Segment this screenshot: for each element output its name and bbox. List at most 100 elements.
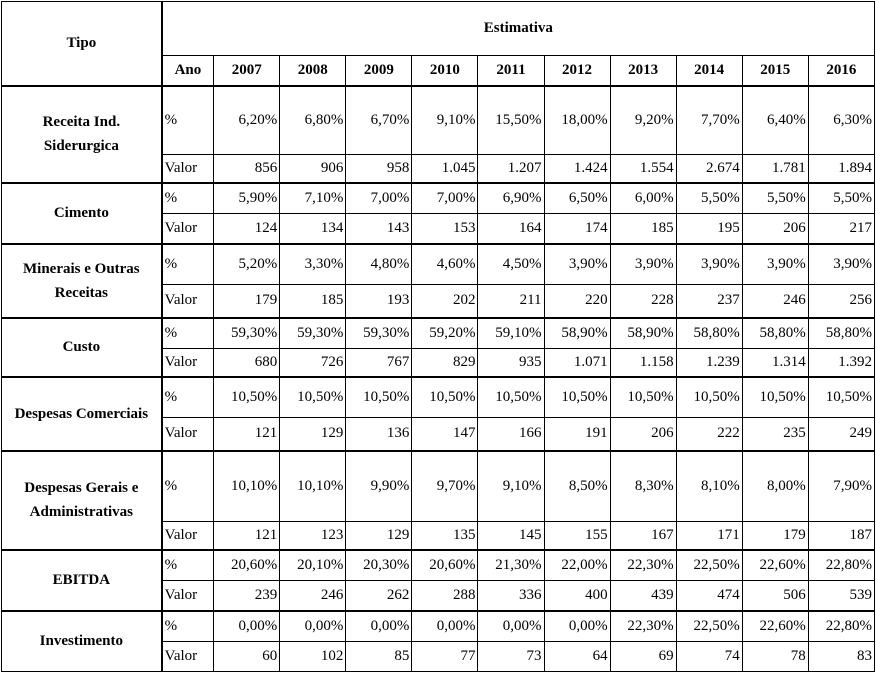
value-cell: 249 — [807, 417, 876, 451]
value-cell: 906 — [279, 154, 347, 183]
value-cell: 474 — [675, 580, 743, 611]
value-cell: 5,50% — [807, 181, 876, 214]
unit-label: Valor — [161, 580, 215, 611]
value-cell: 145 — [477, 521, 545, 550]
year-header: 2009 — [345, 55, 413, 87]
value-cell: 680 — [213, 348, 281, 377]
value-cell: 179 — [213, 284, 281, 318]
unit-label: % — [161, 609, 215, 642]
value-cell: 0,00% — [477, 609, 545, 642]
value-cell: 83 — [807, 641, 876, 672]
value-cell: 102 — [279, 641, 347, 672]
value-cell: 129 — [345, 521, 413, 550]
value-cell: 20,10% — [279, 548, 347, 581]
value-cell: 193 — [345, 284, 413, 318]
year-header: 2015 — [741, 55, 809, 87]
value-cell: 185 — [279, 284, 347, 318]
year-header: 2012 — [543, 55, 611, 87]
value-cell: 59,30% — [279, 316, 347, 349]
value-cell: 179 — [741, 521, 809, 550]
unit-label: Valor — [161, 417, 215, 451]
value-cell: 0,00% — [279, 609, 347, 642]
value-cell: 64 — [543, 641, 611, 672]
value-cell: 60 — [213, 641, 281, 672]
value-cell: 10,50% — [741, 375, 809, 418]
value-cell: 5,50% — [675, 181, 743, 214]
value-cell: 3,30% — [279, 242, 347, 285]
value-cell: 9,90% — [345, 449, 413, 522]
value-cell: 5,50% — [741, 181, 809, 214]
value-cell: 0,00% — [411, 609, 479, 642]
value-cell: 195 — [675, 213, 743, 244]
value-cell: 20,60% — [213, 548, 281, 581]
value-cell: 726 — [279, 348, 347, 377]
value-cell: 9,70% — [411, 449, 479, 522]
data-row: Valor 121 129 136 147 166 191 206 222 235 249 — [2, 417, 876, 451]
year-header: 2007 — [213, 55, 281, 87]
value-cell: 539 — [807, 580, 876, 611]
value-cell: 237 — [675, 284, 743, 318]
data-row: Investimento% 0,00% 0,00% 0,00% 0,00% 0,00% 0,… — [0, 609, 876, 672]
value-cell: 74 — [675, 641, 743, 672]
unit-label: Valor — [161, 284, 215, 318]
value-cell: 1.781 — [741, 154, 809, 183]
value-cell: 6,00% — [609, 181, 677, 214]
data-row: Valor 179 185 193 202 211 220 228 237 246 256 — [2, 284, 876, 318]
year-header: 2011 — [477, 55, 545, 87]
data-row: Despesas Comerciais% 10,50% 10,50% 10,50% 10… — [0, 375, 876, 451]
unit-label: % — [161, 449, 215, 522]
value-cell: 147 — [411, 417, 479, 451]
value-cell: 10,50% — [543, 375, 611, 418]
value-cell: 6,40% — [741, 84, 809, 155]
value-cell: 3,90% — [675, 242, 743, 285]
value-cell: 220 — [543, 284, 611, 318]
unit-label: % — [161, 548, 215, 581]
value-cell: 59,30% — [213, 316, 281, 349]
data-row: Cimento% 5,90% 7,10% 7,00% 7,00% 6,90% 6,50% 6,… — [0, 181, 876, 244]
value-cell: 246 — [279, 580, 347, 611]
header-row: Tipo Estimativa — [0, 1, 875, 86]
value-cell: 0,00% — [345, 609, 413, 642]
value-cell: 10,50% — [609, 375, 677, 418]
value-cell: 21,30% — [477, 548, 545, 581]
value-cell: 7,10% — [279, 181, 347, 214]
group-label: Receita Ind. Siderurgica — [0, 84, 163, 183]
value-cell: 7,00% — [411, 181, 479, 214]
value-cell: 202 — [411, 284, 479, 318]
value-cell: 3,90% — [807, 242, 876, 285]
data-row: Valor 60 102 85 77 73 64 69 74 78 83 — [2, 641, 876, 672]
unit-label: % — [161, 242, 215, 285]
value-cell: 22,50% — [675, 548, 743, 581]
value-cell: 58,80% — [807, 316, 876, 349]
tipo-header: Tipo — [0, 1, 163, 86]
group-label: Custo — [0, 316, 163, 377]
value-cell: 10,50% — [675, 375, 743, 418]
value-cell: 22,50% — [675, 609, 743, 642]
value-cell: 58,90% — [609, 316, 677, 349]
value-cell: 10,50% — [411, 375, 479, 418]
value-cell: 135 — [411, 521, 479, 550]
value-cell: 5,20% — [213, 242, 281, 285]
value-cell: 166 — [477, 417, 545, 451]
data-row: Receita Ind. Siderurgica% 6,20% 6,80% 6,70%… — [0, 84, 876, 183]
unit-label: Valor — [161, 521, 215, 550]
value-cell: 58,80% — [741, 316, 809, 349]
value-cell: 187 — [807, 521, 876, 550]
table-body: Receita Ind. Siderurgica% 6,20% 6,80% 6,70%… — [0, 84, 876, 672]
value-cell: 856 — [213, 154, 281, 183]
year-header: 2014 — [675, 55, 743, 87]
value-cell: 78 — [741, 641, 809, 672]
value-cell: 246 — [741, 284, 809, 318]
value-cell: 185 — [609, 213, 677, 244]
value-cell: 15,50% — [477, 84, 545, 155]
year-header: 2008 — [279, 55, 347, 87]
value-cell: 22,00% — [543, 548, 611, 581]
value-cell: 8,10% — [675, 449, 743, 522]
value-cell: 288 — [411, 580, 479, 611]
value-cell: 4,50% — [477, 242, 545, 285]
value-cell: 206 — [609, 417, 677, 451]
unit-label: % — [161, 84, 215, 155]
value-cell: 10,50% — [477, 375, 545, 418]
